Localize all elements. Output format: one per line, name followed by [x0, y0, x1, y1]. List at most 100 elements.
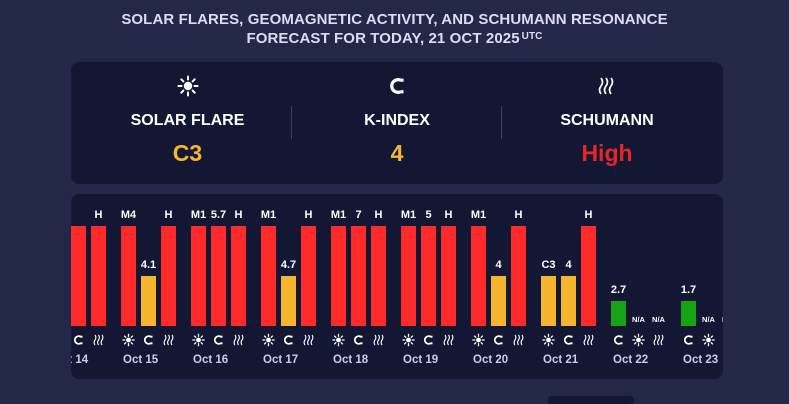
- waves-icon: [93, 334, 104, 346]
- bar-label: M4: [121, 209, 137, 221]
- bar-label: H: [375, 209, 383, 221]
- day-group: M1 5.7 H Oct 16: [191, 209, 246, 366]
- bar: [231, 226, 246, 326]
- bar: [561, 276, 576, 326]
- waves-icon: [373, 334, 384, 346]
- sun-icon: [192, 333, 205, 347]
- sun-icon: [402, 333, 415, 347]
- sun-icon: [632, 333, 645, 347]
- bar-label: H: [165, 209, 173, 221]
- forecast-chart: H Oct 14 M4 4.1 H Oct 15 M1 5.7 H Oct 16 M1 4.7 H Oct…: [71, 209, 723, 366]
- waves-icon: [513, 334, 524, 346]
- day-group: M1 4 H Oct 20: [471, 209, 526, 366]
- bar-label: M1: [471, 209, 486, 221]
- magnet-icon: [214, 335, 223, 345]
- bar: [301, 226, 316, 326]
- bar: [441, 226, 456, 326]
- magnet-icon: [494, 335, 503, 345]
- day-group: M4 4.1 H Oct 15: [121, 209, 176, 366]
- sun-icon: [702, 333, 715, 347]
- bar-label: M1: [261, 209, 276, 221]
- day-group: H Oct 14: [71, 209, 106, 366]
- bar: [261, 226, 276, 326]
- sun-icon: [262, 333, 275, 347]
- bar-label: H: [235, 209, 243, 221]
- magnet-icon: [564, 335, 573, 345]
- sun-icon: [472, 333, 485, 347]
- bar: [681, 301, 696, 326]
- bar: [351, 226, 366, 326]
- magnet-icon: [284, 335, 293, 345]
- magnet-icon: [292, 75, 502, 97]
- bar: [581, 226, 596, 326]
- bar: [491, 276, 506, 326]
- timezone-label: UTC: [521, 31, 543, 42]
- bar: [541, 276, 556, 326]
- date-label: Oct 21: [543, 354, 579, 366]
- sun-icon: [542, 333, 555, 347]
- summary-schumann: SCHUMANN High: [502, 62, 712, 184]
- bar-label: H: [95, 209, 103, 221]
- bar-label: 5.7: [211, 209, 226, 221]
- title-date: FORECAST FOR TODAY, 21 OCT 2025: [246, 30, 520, 47]
- forecast-chart-panel[interactable]: H Oct 14 M4 4.1 H Oct 15 M1 5.7 H Oct 16 M1 4.7 H Oct…: [71, 194, 723, 379]
- date-label: Oct 18: [333, 354, 369, 366]
- summary-solar-flare: SOLAR FLARE C3: [82, 62, 293, 184]
- bar: [121, 226, 136, 326]
- date-label: Oct 17: [263, 354, 298, 366]
- waves-icon: [583, 334, 594, 346]
- magnet-icon: [424, 335, 433, 345]
- k-index-label: K-INDEX: [364, 112, 430, 129]
- bar: [421, 226, 436, 326]
- summary-panel: SOLAR FLARE C3 K-INDEX 4 SCHUMANN Hi: [71, 62, 723, 184]
- bar: [371, 226, 386, 326]
- day-group: 2.7 N/A N/A Oct 22: [611, 284, 666, 366]
- bar-label: 4: [565, 259, 572, 271]
- divider: [291, 106, 292, 139]
- solar-flare-value: C3: [172, 140, 203, 166]
- summary-k-index: K-INDEX 4: [292, 62, 502, 184]
- bar-label: 4.7: [281, 259, 296, 271]
- scroll-handle[interactable]: [548, 396, 634, 404]
- k-index-value: 4: [390, 140, 404, 166]
- bar: [471, 226, 486, 326]
- day-group: C3 4 H Oct 21: [541, 209, 596, 366]
- title-line-1: SOLAR FLARES, GEOMAGNETIC ACTIVITY, AND …: [121, 11, 668, 28]
- bar-label: H: [305, 209, 313, 221]
- magnet-icon: [74, 335, 83, 345]
- bar-label: M1: [331, 209, 346, 221]
- waves-icon: [443, 334, 454, 346]
- bar-label: H: [515, 209, 523, 221]
- date-label: Oct 22: [613, 354, 648, 366]
- day-group: M1 4.7 H Oct 17: [261, 209, 316, 366]
- bar-label: N/A: [632, 315, 646, 324]
- date-label: Oct 14: [71, 354, 89, 366]
- sun-icon: [332, 333, 345, 347]
- date-label: Oct 15: [123, 354, 159, 366]
- bar-label: H: [445, 209, 453, 221]
- bar-label: 4.1: [141, 259, 156, 271]
- waves-icon: [502, 75, 712, 97]
- waves-icon: [653, 334, 664, 346]
- schumann-value: High: [581, 140, 633, 166]
- bar: [191, 226, 206, 326]
- bar: [71, 226, 86, 326]
- bar-label: C3: [541, 259, 555, 271]
- title-line-2: FORECAST FOR TODAY, 21 OCT 2025 UTC: [0, 29, 789, 48]
- waves-icon: [303, 334, 314, 346]
- sun-icon: [82, 75, 293, 97]
- bar-label: N/A: [702, 315, 716, 324]
- date-label: Oct 16: [193, 354, 228, 366]
- magnet-icon: [144, 335, 153, 345]
- magnet-icon: [354, 335, 363, 345]
- bar: [91, 226, 106, 326]
- bar: [141, 276, 156, 326]
- bar: [401, 226, 416, 326]
- day-group: M1 7 H Oct 18: [331, 209, 386, 366]
- bar-label: H: [585, 209, 593, 221]
- bar-label: 2.7: [611, 284, 626, 296]
- bar-label: 1.7: [681, 284, 696, 296]
- bar: [281, 276, 296, 326]
- solar-flare-label: SOLAR FLARE: [130, 112, 245, 129]
- divider: [501, 106, 502, 139]
